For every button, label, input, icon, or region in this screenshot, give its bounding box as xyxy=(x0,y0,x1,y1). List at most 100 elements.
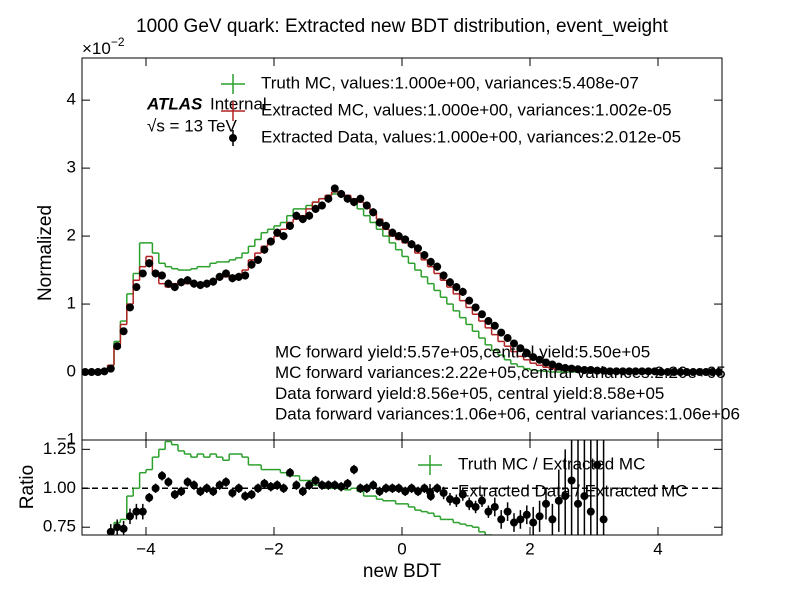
data-point xyxy=(228,488,237,497)
data-point xyxy=(337,189,346,198)
data-point xyxy=(458,490,467,499)
data-point xyxy=(241,492,250,501)
data-point xyxy=(382,221,390,230)
data-point xyxy=(599,366,608,375)
data-point xyxy=(126,303,134,312)
data-point xyxy=(209,277,218,286)
data-point xyxy=(548,515,557,524)
data-point xyxy=(497,328,506,337)
data-point xyxy=(516,344,525,353)
data-point xyxy=(490,502,499,511)
data-point xyxy=(702,368,710,377)
data-point xyxy=(119,327,128,336)
x-tick-label: 4 xyxy=(653,539,662,558)
data-point xyxy=(266,237,275,246)
y-offset-text: ×10−2 xyxy=(82,35,125,58)
data-point xyxy=(279,232,288,241)
data-point xyxy=(138,269,147,278)
data-point xyxy=(106,527,115,535)
data-point xyxy=(145,259,154,268)
y-tick-label: 1 xyxy=(67,294,76,313)
atlas-label: ATLAS xyxy=(146,94,203,113)
x-tick-label: −4 xyxy=(136,539,155,558)
data-point xyxy=(234,484,243,493)
data-point xyxy=(311,204,320,213)
annotation: MC forward variances:2.22e+05,central va… xyxy=(275,363,726,382)
data-point xyxy=(663,368,672,377)
data-point xyxy=(599,515,608,524)
legend-label: Truth MC / Extracted MC xyxy=(458,454,645,473)
data-point xyxy=(484,507,493,516)
data-point xyxy=(446,278,454,287)
data-point xyxy=(362,484,371,493)
y-tick-label: −1 xyxy=(57,429,76,448)
data-point xyxy=(676,368,685,377)
data-point xyxy=(695,368,704,377)
data-point xyxy=(151,484,160,493)
data-point xyxy=(471,502,480,511)
data-point xyxy=(433,262,442,271)
data-point xyxy=(414,244,422,253)
data-point xyxy=(522,348,531,357)
data-point xyxy=(574,499,582,508)
data-point xyxy=(452,283,461,292)
y-tick-label: 1.00 xyxy=(43,478,76,497)
data-point xyxy=(510,339,518,348)
data-point xyxy=(708,368,717,377)
data-point xyxy=(593,366,602,375)
data-point xyxy=(113,342,122,351)
y-tick-label: 3 xyxy=(67,158,76,177)
legend-label: Extracted Data, values:1.000e+00, varian… xyxy=(261,127,681,146)
data-point xyxy=(490,321,499,330)
y-tick-label: 0.75 xyxy=(43,517,76,536)
data-point xyxy=(177,487,186,496)
data-point xyxy=(126,512,134,521)
data-point xyxy=(542,499,550,508)
data-point xyxy=(266,482,275,491)
data-point xyxy=(458,287,467,296)
data-point xyxy=(164,279,173,288)
y-axis-label: Normalized xyxy=(35,205,56,301)
data-point xyxy=(535,512,544,521)
offset-exponent: −2 xyxy=(111,35,125,49)
data-point xyxy=(638,367,646,376)
data-point xyxy=(446,495,454,504)
data-point xyxy=(657,368,666,377)
annotation: Data forward yield:8.56e+05, central yie… xyxy=(275,384,664,403)
data-point xyxy=(478,310,486,319)
data-point xyxy=(138,507,147,516)
data-point xyxy=(554,362,563,371)
data-point xyxy=(234,272,243,281)
data-point xyxy=(606,367,614,376)
data-point xyxy=(305,211,314,220)
data-point xyxy=(394,232,403,241)
data-point xyxy=(202,279,211,288)
data-point xyxy=(215,481,224,490)
data-point xyxy=(497,515,506,524)
data-point xyxy=(362,201,371,210)
x-tick-label: 0 xyxy=(397,539,406,558)
data-point xyxy=(522,510,531,519)
data-point xyxy=(388,484,397,493)
legend-label: Extracted MC, values:1.000e+00, variance… xyxy=(261,100,672,119)
data-point xyxy=(465,296,474,305)
chart-title: 1000 GeV quark: Extracted new BDT distri… xyxy=(136,16,669,37)
data-point xyxy=(574,365,582,374)
data-point xyxy=(324,481,333,490)
data-point xyxy=(113,523,122,532)
legend-marker xyxy=(229,134,237,142)
data-point xyxy=(350,198,358,207)
data-point xyxy=(375,487,384,496)
offset-base: ×10 xyxy=(82,39,111,58)
data-point xyxy=(292,481,301,490)
data-point xyxy=(471,303,480,312)
data-point xyxy=(612,367,621,376)
plot-area xyxy=(82,184,722,377)
x-tick-label: 2 xyxy=(525,539,534,558)
data-point xyxy=(132,507,141,516)
data-point xyxy=(394,484,403,493)
data-point xyxy=(554,496,563,505)
y-axis-label: Ratio xyxy=(17,465,38,509)
data-point xyxy=(305,481,314,490)
